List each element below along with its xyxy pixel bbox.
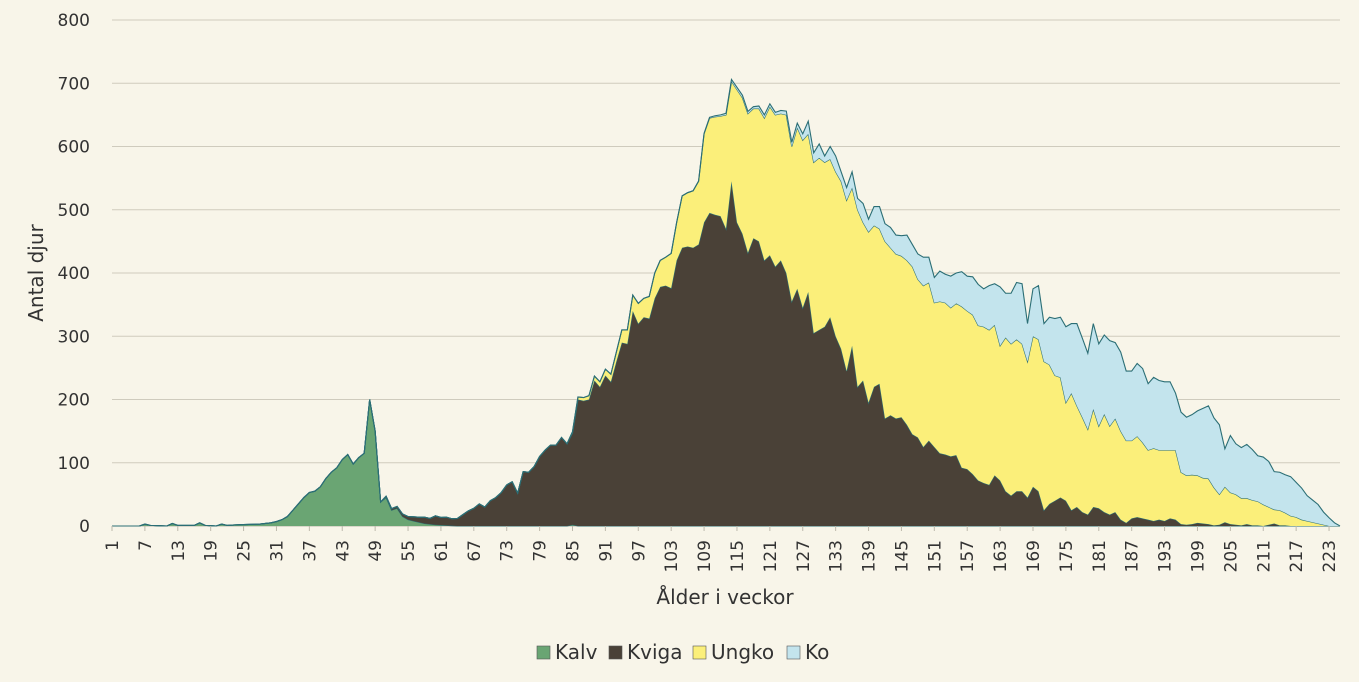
x-tick-label: 37 xyxy=(300,540,320,562)
x-tick-label: 73 xyxy=(498,540,518,562)
x-tick-label: 211 xyxy=(1254,540,1274,572)
legend-swatch xyxy=(786,645,801,660)
y-tick-label: 800 xyxy=(58,11,90,31)
x-tick-label: 127 xyxy=(794,540,814,572)
x-tick-label: 1 xyxy=(103,540,123,551)
y-tick-label: 300 xyxy=(58,327,90,347)
legend-label: Kalv xyxy=(555,640,598,664)
legend-item-ungko: Ungko xyxy=(692,640,774,664)
x-tick-label: 85 xyxy=(564,540,584,562)
x-axis-title: Ålder i veckor xyxy=(656,585,794,609)
x-tick-label: 151 xyxy=(925,540,945,572)
area-kviga xyxy=(112,181,1340,527)
x-tick-label: 217 xyxy=(1287,540,1307,572)
x-tick-label: 97 xyxy=(629,540,649,562)
x-tick-label: 175 xyxy=(1057,540,1077,572)
area-series xyxy=(112,78,1341,527)
x-axis-ticks: 1 7 13 19 25 31 37 43 49 55 61 67 73 79 85 91 97 103 109 11… xyxy=(103,526,1340,572)
x-tick-label: 145 xyxy=(892,540,912,572)
x-tick-label: 31 xyxy=(267,540,287,562)
area-ungko xyxy=(112,81,1340,526)
legend-label: Ko xyxy=(805,640,829,664)
legend-item-kalv: Kalv xyxy=(536,640,598,664)
x-tick-label: 49 xyxy=(366,540,386,562)
x-tick-label: 205 xyxy=(1221,540,1241,572)
x-tick-label: 91 xyxy=(596,540,616,562)
x-tick-label: 19 xyxy=(202,540,222,562)
x-tick-label: 193 xyxy=(1156,540,1176,572)
x-tick-label: 163 xyxy=(991,540,1011,572)
line-ko xyxy=(112,78,1341,527)
y-tick-label: 0 xyxy=(79,517,90,537)
y-tick-label: 100 xyxy=(58,454,90,474)
x-tick-label: 115 xyxy=(728,540,748,572)
x-tick-label: 187 xyxy=(1123,540,1143,572)
y-axis-title: Antal djur xyxy=(24,223,48,321)
area-kalv xyxy=(112,399,1340,526)
y-tick-label: 500 xyxy=(58,201,90,221)
x-tick-label: 121 xyxy=(761,540,781,572)
x-tick-label: 223 xyxy=(1320,540,1340,572)
legend: Kalv Kviga Ungko Ko xyxy=(536,640,829,664)
x-tick-label: 79 xyxy=(531,540,551,562)
y-tick-label: 400 xyxy=(58,264,90,284)
y-axis-ticks: 0 100 200 300 400 500 600 700 800 xyxy=(58,11,90,537)
area-ko xyxy=(112,79,1340,527)
x-tick-label: 13 xyxy=(169,540,189,562)
x-tick-label: 139 xyxy=(860,540,880,572)
x-tick-label: 55 xyxy=(399,540,419,562)
x-tick-label: 169 xyxy=(1024,540,1044,572)
x-tick-label: 43 xyxy=(333,540,353,562)
legend-swatch xyxy=(608,645,623,660)
y-tick-label: 200 xyxy=(58,391,90,411)
x-tick-label: 61 xyxy=(432,540,452,562)
x-tick-label: 109 xyxy=(695,540,715,572)
x-tick-label: 199 xyxy=(1188,540,1208,572)
x-tick-label: 67 xyxy=(465,540,485,562)
x-tick-label: 25 xyxy=(235,540,255,562)
x-tick-label: 157 xyxy=(958,540,978,572)
legend-label: Kviga xyxy=(627,640,682,664)
x-tick-label: 133 xyxy=(827,540,847,572)
legend-item-ko: Ko xyxy=(786,640,829,664)
legend-swatch xyxy=(536,645,551,660)
y-tick-label: 600 xyxy=(58,138,90,158)
x-tick-label: 7 xyxy=(136,540,156,551)
legend-item-kviga: Kviga xyxy=(608,640,682,664)
legend-swatch xyxy=(692,645,707,660)
x-tick-label: 103 xyxy=(662,540,682,572)
x-tick-label: 181 xyxy=(1090,540,1110,572)
legend-label: Ungko xyxy=(711,640,774,664)
y-tick-label: 700 xyxy=(58,74,90,94)
